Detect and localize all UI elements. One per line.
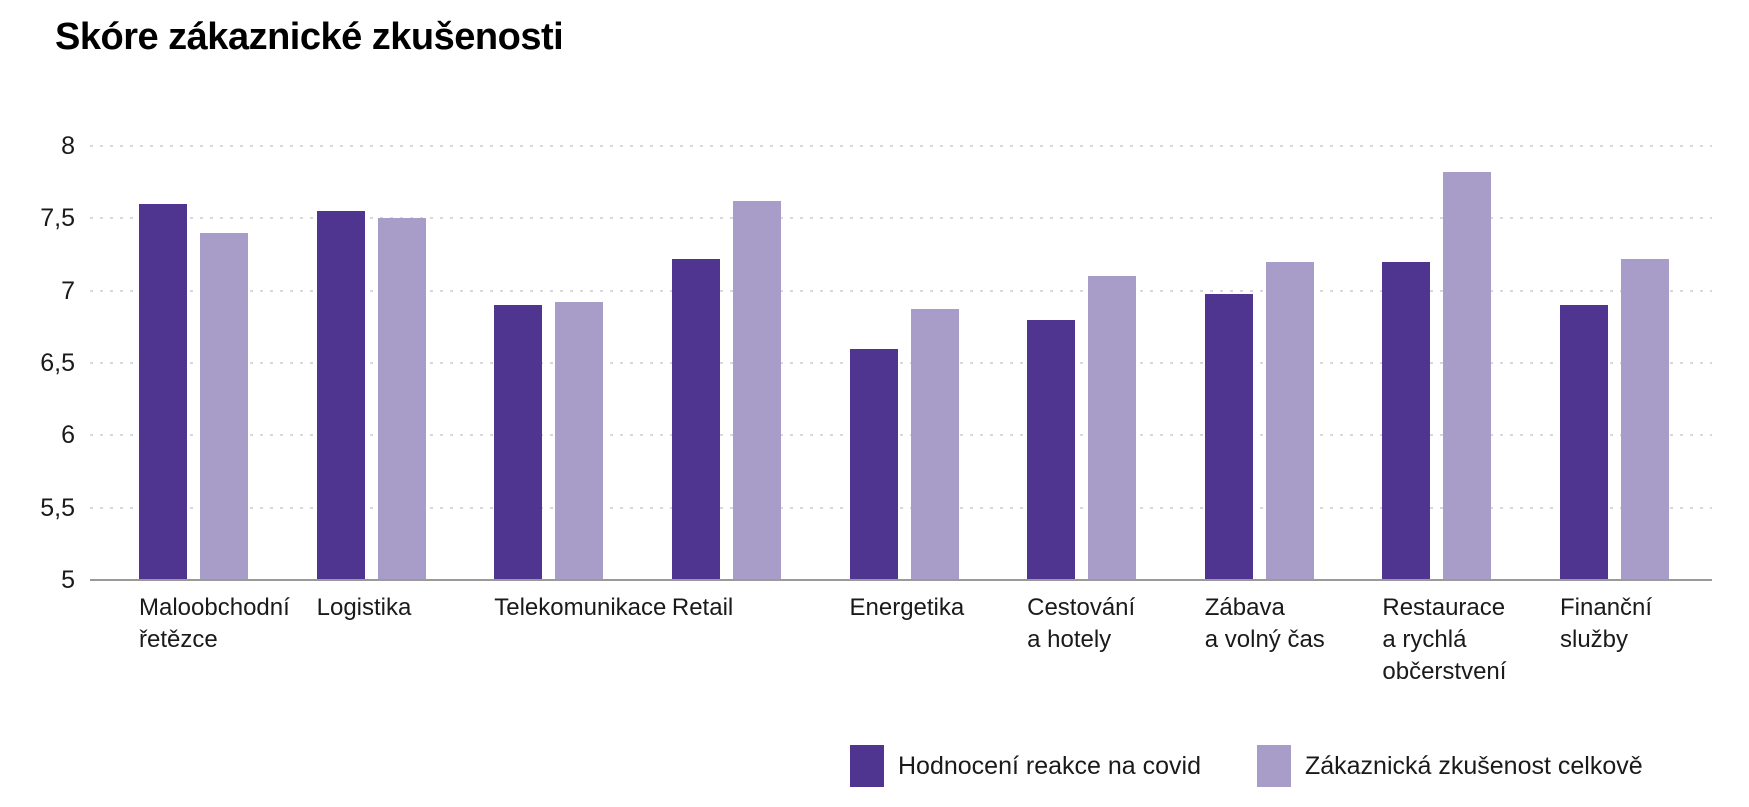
legend-label-covid-response: Hodnocení reakce na covid — [898, 751, 1201, 780]
bar-overall-experience — [1088, 276, 1137, 580]
gridline-6,5 — [90, 362, 1712, 364]
y-axis-tick-label: 7 — [61, 276, 75, 305]
y-axis-tick-label: 7,5 — [40, 204, 75, 233]
bar-covid-response — [494, 305, 543, 580]
bar-overall-experience — [1265, 261, 1314, 580]
x-axis-category-label: Cestování a hotely — [1027, 594, 1136, 653]
bar-overall-experience — [200, 232, 248, 580]
gridline-5,5 — [90, 506, 1712, 509]
gridline-8 — [90, 145, 1712, 147]
legend-swatch-overall-experience — [1256, 745, 1291, 787]
legend-swatch-covid-response — [850, 745, 884, 787]
y-axis-tick-label: 6,5 — [40, 349, 75, 377]
bar-covid-response — [1027, 319, 1076, 580]
x-axis-category-label: Retail — [671, 594, 734, 621]
y-axis-tick-label: 5,5 — [40, 493, 75, 522]
x-axis-line — [90, 579, 1712, 581]
bar-covid-response — [849, 348, 898, 580]
x-axis-category-label: Maloobchodní řetězce — [139, 594, 290, 653]
legend-item-overall-experience: Zákaznická zkušenost celkově — [1256, 745, 1643, 787]
gridline-6 — [90, 434, 1712, 437]
x-axis-category-label: Finanční služby — [1560, 594, 1653, 653]
bar-overall-experience — [1621, 258, 1669, 580]
bar-overall-experience — [1443, 172, 1492, 580]
bar-overall-experience — [732, 200, 781, 580]
bar-covid-response — [671, 258, 720, 580]
x-axis-category-label: Telekomunikace — [494, 594, 667, 621]
y-axis-tick-label: 8 — [61, 132, 75, 160]
gridline-7 — [90, 289, 1712, 292]
gridline-7,5 — [90, 217, 1712, 220]
bar-overall-experience — [555, 302, 604, 580]
bar-covid-response — [1204, 293, 1253, 580]
legend-item-covid-response: Hodnocení reakce na covid — [850, 745, 1201, 787]
y-axis-tick-label: 5 — [61, 566, 75, 594]
bar-overall-experience — [910, 309, 959, 580]
legend: Hodnocení reakce na covid Zákaznická zku… — [850, 745, 1643, 787]
x-axis-category-label: Restaurace a rychlá občerstvení — [1382, 594, 1507, 685]
y-axis-tick-label: 6 — [61, 421, 75, 450]
x-axis-category-label: Zábava a volný čas — [1204, 594, 1325, 653]
bar-covid-response — [139, 203, 187, 580]
x-axis-category-label: Logistika — [316, 594, 412, 621]
x-axis-category-label: Energetika — [849, 594, 965, 621]
legend-label-overall-experience: Zákaznická zkušenost celkově — [1304, 751, 1643, 780]
bar-covid-response — [1382, 261, 1431, 580]
bar-overall-experience — [377, 218, 426, 580]
bar-covid-response — [316, 211, 365, 580]
chart-title: Skóre zákaznické zkušenosti — [55, 16, 564, 58]
bar-covid-response — [1560, 305, 1608, 580]
